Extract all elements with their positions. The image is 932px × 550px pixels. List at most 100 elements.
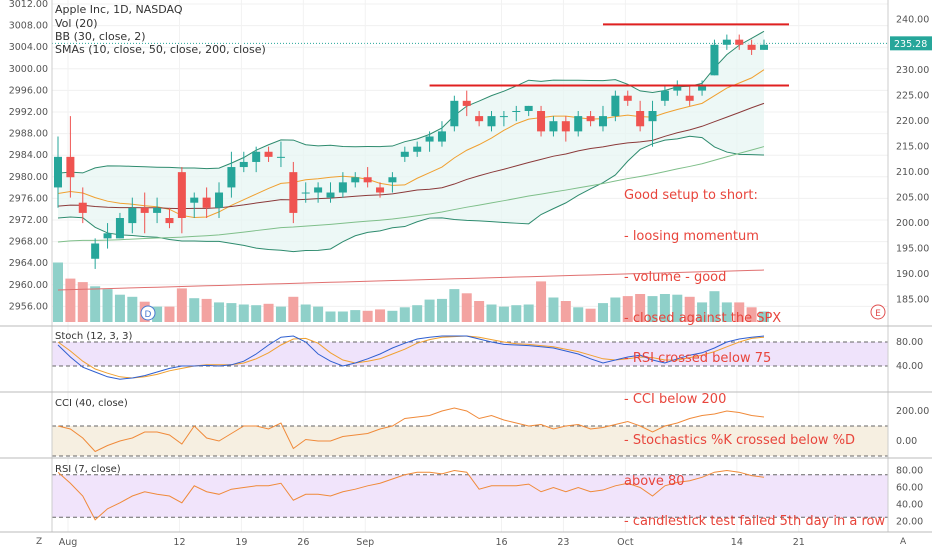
volume-bar bbox=[102, 289, 113, 322]
left-tick-label: 3012.00 bbox=[9, 0, 48, 10]
right-tick-label: 240.00 bbox=[896, 14, 929, 25]
sma200-line bbox=[57, 146, 765, 243]
earnings-marker[interactable] bbox=[870, 304, 886, 320]
candle-body bbox=[512, 111, 521, 112]
candle-body bbox=[54, 156, 62, 188]
rsi-line bbox=[57, 469, 765, 521]
annotation-line: above 80 bbox=[624, 473, 685, 489]
stoch-k-line bbox=[57, 335, 765, 380]
resistance-lines bbox=[429, 23, 789, 87]
left-tick-label: 2992.00 bbox=[9, 107, 48, 118]
volume-bar bbox=[399, 307, 410, 322]
left-tick-label: 3008.00 bbox=[9, 21, 48, 32]
candle-body bbox=[363, 177, 372, 183]
vol-label: Vol (20) bbox=[55, 17, 98, 30]
volume-ma-line bbox=[57, 269, 765, 291]
volume-bar bbox=[548, 297, 559, 322]
volume-bar bbox=[65, 278, 76, 322]
x-tick-label: 16 bbox=[495, 537, 507, 548]
stoch-tick-label: 80.00 bbox=[896, 337, 923, 348]
candle-body bbox=[264, 151, 273, 157]
rsi-label: RSI (7, close) bbox=[55, 464, 121, 475]
candle-body bbox=[314, 187, 323, 193]
left-tick-label: 2980.00 bbox=[9, 172, 48, 183]
indicator-panes: 80.00 40.00 200.00 0.00 80.00 60.00 40.00 20.00 bbox=[52, 335, 929, 528]
candles bbox=[54, 34, 768, 269]
candle-body bbox=[115, 218, 124, 239]
volume-bar bbox=[436, 298, 447, 322]
candle-body bbox=[413, 146, 422, 152]
volume-bar bbox=[474, 301, 485, 322]
candle-body bbox=[475, 116, 484, 122]
left-tick-label: 2988.00 bbox=[9, 129, 48, 140]
candle-body bbox=[425, 136, 434, 142]
rsi-tick-label: 20.00 bbox=[896, 517, 923, 528]
candle-body bbox=[91, 243, 100, 259]
annotation-line: - closed against the SPX bbox=[624, 310, 782, 326]
x-tick-label: 14 bbox=[731, 537, 743, 548]
volume-bar bbox=[201, 298, 212, 322]
volume-bar bbox=[461, 293, 472, 322]
candle-body bbox=[722, 39, 731, 45]
candle-body bbox=[685, 95, 694, 101]
candle-body bbox=[165, 218, 174, 224]
candle-body bbox=[462, 100, 471, 106]
volume-bar bbox=[585, 308, 596, 322]
cci-label: CCI (40, close) bbox=[55, 398, 128, 409]
x-tick-label: 21 bbox=[793, 537, 805, 548]
candle-body bbox=[710, 44, 719, 76]
candle-body bbox=[623, 95, 632, 101]
candle-body bbox=[140, 207, 149, 213]
x-tick-label: 12 bbox=[173, 537, 185, 548]
right-tick-label: 210.00 bbox=[896, 167, 929, 178]
volume-bar bbox=[709, 291, 720, 322]
candle-body bbox=[561, 121, 570, 132]
volume-bar bbox=[672, 294, 683, 322]
volume-bar bbox=[746, 307, 757, 322]
rsi-tick-label: 40.00 bbox=[896, 500, 923, 511]
volume-bar bbox=[622, 296, 633, 322]
right-tick-label: 190.00 bbox=[896, 269, 929, 280]
volume-bar bbox=[77, 282, 88, 322]
x-tick-label: Aug bbox=[59, 537, 78, 548]
zoom-icon[interactable]: Z bbox=[36, 537, 42, 547]
stoch-band bbox=[52, 342, 888, 366]
candle-body bbox=[289, 172, 298, 213]
candle-body bbox=[437, 131, 446, 142]
volume-bar bbox=[721, 302, 732, 322]
auto-scale-icon[interactable]: A bbox=[900, 537, 907, 547]
dividend-marker[interactable] bbox=[140, 305, 156, 321]
left-tick-label: 2956.00 bbox=[9, 301, 48, 312]
candle-body bbox=[660, 90, 669, 101]
volume-bar bbox=[610, 297, 621, 322]
candle-body bbox=[215, 192, 224, 208]
symbol-title: Apple Inc, 1D, NASDAQ bbox=[55, 3, 183, 16]
candle-body bbox=[338, 182, 347, 193]
candle-body bbox=[388, 177, 397, 183]
left-tick-label: 2968.00 bbox=[9, 237, 48, 248]
right-tick-label: 185.00 bbox=[896, 295, 929, 306]
volume-bar bbox=[300, 304, 311, 322]
volume-bar bbox=[238, 304, 249, 322]
volume-bar bbox=[573, 307, 584, 322]
volume-bar bbox=[176, 288, 187, 322]
candle-body bbox=[252, 151, 261, 162]
candle-body bbox=[747, 44, 756, 50]
volume-bar bbox=[486, 304, 497, 322]
candle-body bbox=[450, 100, 459, 127]
volume-bar bbox=[697, 302, 708, 322]
volume-bar bbox=[734, 302, 745, 322]
left-tick-label: 2996.00 bbox=[9, 85, 48, 96]
candle-body bbox=[227, 167, 236, 188]
earnings-marker-label: E bbox=[875, 309, 881, 319]
candle-body bbox=[537, 111, 546, 132]
rsi-tick-label: 60.00 bbox=[896, 483, 923, 494]
dividend-marker-label: D bbox=[145, 310, 152, 320]
candle-body bbox=[326, 192, 335, 198]
volume-bar bbox=[424, 299, 435, 322]
volume-bar bbox=[412, 305, 423, 322]
candle-body bbox=[190, 197, 199, 203]
volume-bar bbox=[647, 296, 658, 322]
